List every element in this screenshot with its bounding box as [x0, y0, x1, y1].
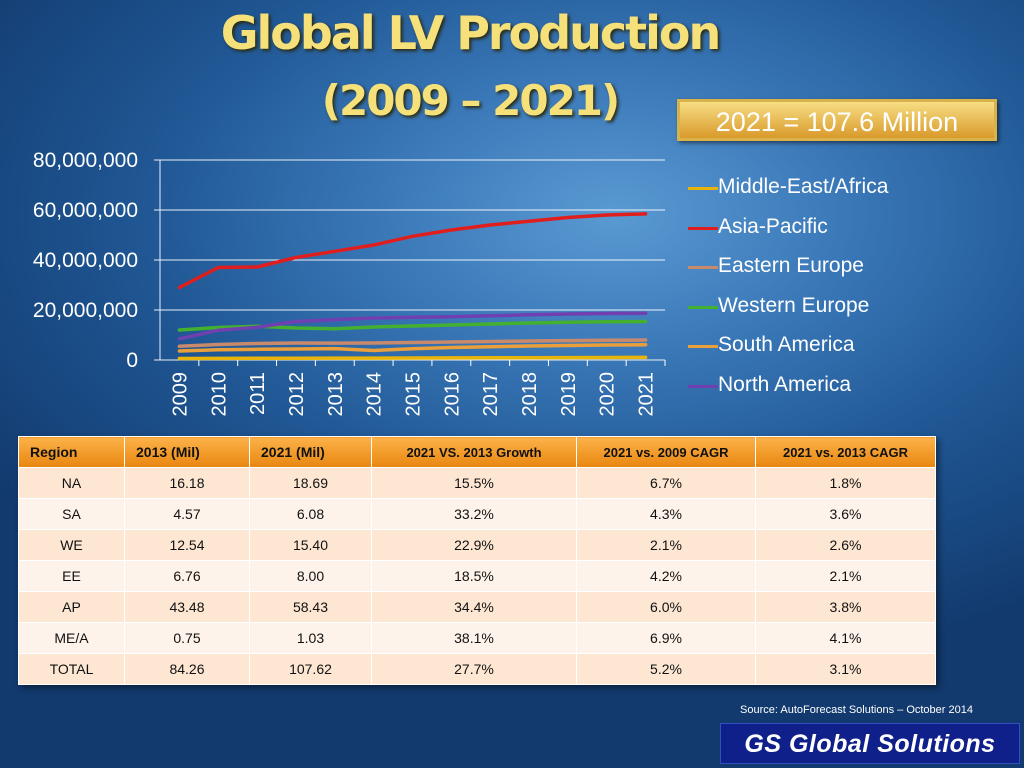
x-tick-label: 2011 [247, 372, 269, 415]
table-cell: 16.18 [124, 467, 250, 499]
table-cell: 12.54 [124, 529, 250, 561]
table-row: NA 16.18 18.69 15.5% 6.7% 1.8% [18, 467, 936, 499]
x-tick-label: 2019 [558, 372, 580, 417]
legend-swatch [688, 266, 718, 270]
table-row: ME/A 0.75 1.03 38.1% 6.9% 4.1% [18, 622, 936, 654]
table-cell: 34.4% [371, 591, 577, 623]
table-cell: 2.1% [576, 529, 756, 561]
table-cell: NA [18, 467, 125, 499]
table-cell: 3.8% [755, 591, 936, 623]
x-tick-label: 2017 [480, 372, 502, 417]
x-tick-label: 2016 [441, 372, 463, 417]
table-cell: 6.08 [249, 498, 372, 530]
table-cell: 6.76 [124, 560, 250, 592]
table-cell: 84.26 [124, 653, 250, 685]
legend-swatch [688, 345, 718, 349]
y-tick-label: 40,000,000 [33, 249, 138, 272]
column-header: 2021 VS. 2013 Growth [371, 436, 577, 468]
legend-label: Middle-East/Africa [718, 175, 889, 198]
series-line-south-america [177, 343, 648, 353]
x-tick-label: 2021 [636, 372, 658, 417]
table-cell: SA [18, 498, 125, 530]
y-tick-label: 0 [126, 349, 138, 372]
table-cell: 8.00 [249, 560, 372, 592]
table-cell: AP [18, 591, 125, 623]
table-cell: 6.0% [576, 591, 756, 623]
table-cell: 22.9% [371, 529, 577, 561]
x-tick-label: 2010 [208, 372, 230, 417]
slide-subtitle: (2009 – 2021) [321, 76, 620, 125]
table-row: SA 4.57 6.08 33.2% 4.3% 3.6% [18, 498, 936, 530]
table-cell: 3.6% [755, 498, 936, 530]
table-cell: 4.2% [576, 560, 756, 592]
column-header: 2021 vs. 2013 CAGR [755, 436, 936, 468]
table-cell: 6.7% [576, 467, 756, 499]
table-cell: 6.9% [576, 622, 756, 654]
table-cell: 5.2% [576, 653, 756, 685]
column-header: 2021 (Mil) [249, 436, 372, 468]
table-header-row: Region 2013 (Mil) 2021 (Mil) 2021 VS. 20… [18, 436, 936, 468]
x-tick-label: 2015 [403, 372, 425, 417]
table-cell: 0.75 [124, 622, 250, 654]
table-cell: 1.8% [755, 467, 936, 499]
table-cell: 27.7% [371, 653, 577, 685]
table-row-total: TOTAL 84.26 107.62 27.7% 5.2% 3.1% [18, 653, 936, 685]
table-cell: 4.57 [124, 498, 250, 530]
x-tick-label: 2009 [169, 372, 191, 417]
table-cell: 2.6% [755, 529, 936, 561]
table-cell: ME/A [18, 622, 125, 654]
table-cell: 1.03 [249, 622, 372, 654]
legend-swatch [688, 226, 718, 230]
table-cell: EE [18, 560, 125, 592]
legend-swatch [688, 384, 718, 388]
x-tick-label: 2014 [364, 372, 386, 417]
region-stats-table: Region 2013 (Mil) 2021 (Mil) 2021 VS. 20… [18, 436, 936, 685]
x-tick-label: 2013 [325, 372, 347, 417]
x-tick-label: 2012 [286, 372, 308, 417]
column-header: Region [18, 436, 125, 468]
series-line-middle-east-africa [177, 355, 648, 361]
slide-title: Global LV Production [220, 6, 722, 60]
production-line-chart: 80,000,000 60,000,000 40,000,000 20,000,000… [33, 149, 666, 417]
series-line-eastern-europe [177, 338, 648, 349]
legend-label: Asia-Pacific [718, 214, 828, 238]
total-callout: 2021 = 107.6 Million [677, 99, 997, 141]
legend-label: Eastern Europe [718, 254, 864, 278]
table-cell: 4.3% [576, 498, 756, 530]
x-tick-label: 2020 [597, 372, 619, 417]
table-cell: 43.48 [124, 591, 250, 623]
y-tick-label: 20,000,000 [33, 299, 138, 322]
column-header: 2021 vs. 2009 CAGR [576, 436, 756, 468]
table-cell: 58.43 [249, 591, 372, 623]
table-cell: 3.1% [755, 653, 936, 685]
table-cell: 18.69 [249, 467, 372, 499]
series-line-north-america [177, 311, 648, 341]
legend-swatch [688, 187, 718, 190]
table-row: EE 6.76 8.00 18.5% 4.2% 2.1% [18, 560, 936, 592]
series-line-asia-pacific [177, 212, 648, 290]
y-tick-label: 80,000,000 [33, 149, 138, 172]
legend-label: North America [718, 372, 852, 396]
table-row: AP 43.48 58.43 34.4% 6.0% 3.8% [18, 591, 936, 623]
table-cell: 15.5% [371, 467, 577, 499]
source-note: Source: AutoForecast Solutions – October… [740, 704, 973, 716]
legend-label: Western Europe [718, 293, 870, 317]
table-cell: TOTAL [18, 653, 125, 685]
brand-logo: GS Global Solutions [720, 723, 1020, 764]
legend-label: South America [718, 333, 855, 357]
column-header: 2013 (Mil) [124, 436, 250, 468]
table-cell: 38.1% [371, 622, 577, 654]
table-cell: 15.40 [249, 529, 372, 561]
table-cell: 4.1% [755, 622, 936, 654]
legend-swatch [688, 305, 718, 309]
table-cell: 2.1% [755, 560, 936, 592]
table-cell: 33.2% [371, 498, 577, 530]
table-row: WE 12.54 15.40 22.9% 2.1% 2.6% [18, 529, 936, 561]
table-cell: WE [18, 529, 125, 561]
y-tick-label: 60,000,000 [33, 199, 138, 222]
table-cell: 18.5% [371, 560, 577, 592]
table-cell: 107.62 [249, 653, 372, 685]
x-tick-label: 2018 [519, 372, 541, 417]
